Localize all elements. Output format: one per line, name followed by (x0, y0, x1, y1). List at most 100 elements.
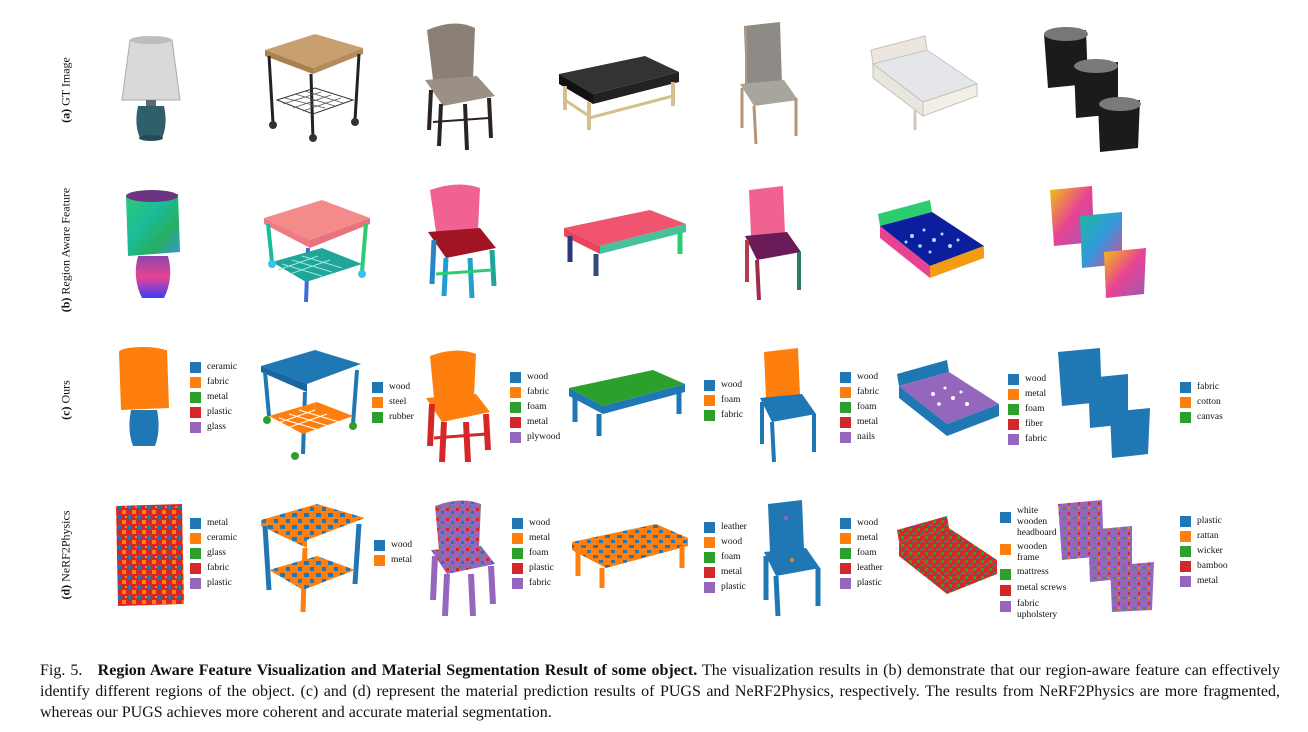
caption-fig-number: Fig. 5. (40, 662, 83, 679)
legend-label: metal screws (1017, 583, 1067, 593)
legend-label: ceramic (207, 533, 238, 543)
legend-item: plastic (704, 580, 747, 595)
legend-ours-bed: wood metal foam fiber fabric (1008, 372, 1047, 447)
legend-item: foam (1008, 402, 1047, 417)
legend-item: fabric upholstery (1000, 599, 1069, 621)
legend-item: plastic (512, 561, 554, 576)
legend-item: metal (840, 531, 883, 546)
legend-item: wood (840, 370, 879, 385)
gt-cart-table (255, 28, 365, 143)
legend-item: fabric (190, 375, 237, 390)
legend-item: rattan (1180, 529, 1228, 544)
legend-item: wood (374, 538, 412, 553)
legend-item: rubber (372, 410, 414, 425)
legend-label: wood (721, 537, 743, 547)
legend-label: plastic (207, 578, 232, 588)
row-text-a: GT Image (58, 57, 73, 106)
legend-item: fabric (190, 561, 237, 576)
nerf-bench (568, 514, 693, 592)
legend-label: fabric (207, 563, 230, 573)
legend-item: wood (372, 380, 414, 395)
legend-label: glass (207, 548, 226, 558)
feat-bed (872, 196, 990, 292)
legend-item: plastic (1180, 514, 1228, 529)
legend-label: steel (389, 397, 407, 407)
legend-item: mattress (1000, 567, 1069, 580)
legend-item: foam (510, 400, 560, 415)
legend-label: fiber (1025, 419, 1043, 429)
legend-ours-baskets: fabric cotton canvas (1180, 380, 1223, 425)
legend-label: metal (529, 533, 551, 543)
legend-ours-lamp: ceramic fabric metal plastic glass (190, 360, 237, 435)
legend-nerf-lamp: metal ceramic glass fabric plastic (190, 516, 237, 591)
legend-label: foam (721, 395, 741, 405)
legend-item: nails (840, 430, 879, 445)
nerf-chair (756, 496, 832, 620)
legend-item: metal (190, 390, 237, 405)
nerf-lamp (112, 500, 192, 608)
legend-ours-bench: wood foam fabric (704, 378, 743, 423)
legend-item: plastic (840, 576, 883, 591)
ours-chair (752, 344, 830, 466)
legend-label: wood (391, 540, 413, 550)
legend-label: metal (1197, 576, 1219, 586)
legend-item: leather (704, 520, 747, 535)
legend-label: wooden frame (1017, 542, 1048, 563)
legend-label: fabric (529, 578, 552, 588)
row-tag-c: (c) (58, 406, 73, 420)
legend-label: cotton (1197, 397, 1221, 407)
legend-item: metal (840, 415, 879, 430)
legend-label: foam (529, 548, 549, 558)
legend-label: metal (391, 555, 413, 565)
legend-label: canvas (1197, 412, 1223, 422)
legend-label: foam (857, 402, 877, 412)
legend-item: wood (704, 535, 747, 550)
legend-label: fabric (527, 387, 550, 397)
legend-item: glass (190, 546, 237, 561)
legend-item: plastic (190, 576, 237, 591)
legend-label: metal (207, 518, 229, 528)
legend-ours-bar-stool: wood fabric foam metal plywood (510, 370, 560, 445)
row-tag-d: (d) (58, 584, 73, 600)
legend-item: white wooden headboard (1000, 506, 1069, 539)
legend-label: metal (857, 533, 879, 543)
legend-item: metal (704, 565, 747, 580)
legend-item: plywood (510, 430, 560, 445)
legend-nerf-chair: wood metal foam leather plastic (840, 516, 883, 591)
legend-label: fabric (1197, 382, 1220, 392)
legend-label: bamboo (1197, 561, 1228, 571)
legend-label: wicker (1197, 546, 1223, 556)
legend-label: plastic (721, 582, 746, 592)
legend-label: fabric (207, 377, 230, 387)
row-text-d: NeRF2Physics (58, 510, 73, 582)
feat-lamp (118, 188, 188, 306)
legend-nerf-baskets: plastic rattan wicker bamboo metal (1180, 514, 1228, 589)
row-text-c: Ours (58, 380, 73, 404)
legend-label: fabric (1025, 434, 1048, 444)
legend-item: fabric (704, 408, 743, 423)
legend-label: fabric upholstery (1017, 599, 1058, 620)
legend-label: mattress (1017, 567, 1049, 577)
legend-nerf-bed: white wooden headboard wooden frame matt… (1000, 506, 1069, 624)
legend-item: wood (1008, 372, 1047, 387)
legend-label: plastic (207, 407, 232, 417)
legend-label: foam (527, 402, 547, 412)
legend-item: fabric (1008, 432, 1047, 447)
legend-item: foam (704, 550, 747, 565)
legend-item: cotton (1180, 395, 1223, 410)
feat-cart-table (258, 192, 373, 307)
legend-item: metal (1180, 574, 1228, 589)
legend-item: glass (190, 420, 237, 435)
ours-baskets (1050, 344, 1160, 460)
legend-label: ceramic (207, 362, 238, 372)
legend-item: fiber (1008, 417, 1047, 432)
ours-bar-stool (420, 346, 500, 466)
gt-bench (555, 48, 685, 138)
nerf-bar-stool (425, 496, 505, 620)
legend-item: foam (704, 393, 743, 408)
legend-label: metal (527, 417, 549, 427)
nerf-bed (893, 512, 1001, 608)
gt-baskets (1030, 24, 1155, 154)
legend-label: foam (721, 552, 741, 562)
legend-item: fabric (512, 576, 554, 591)
